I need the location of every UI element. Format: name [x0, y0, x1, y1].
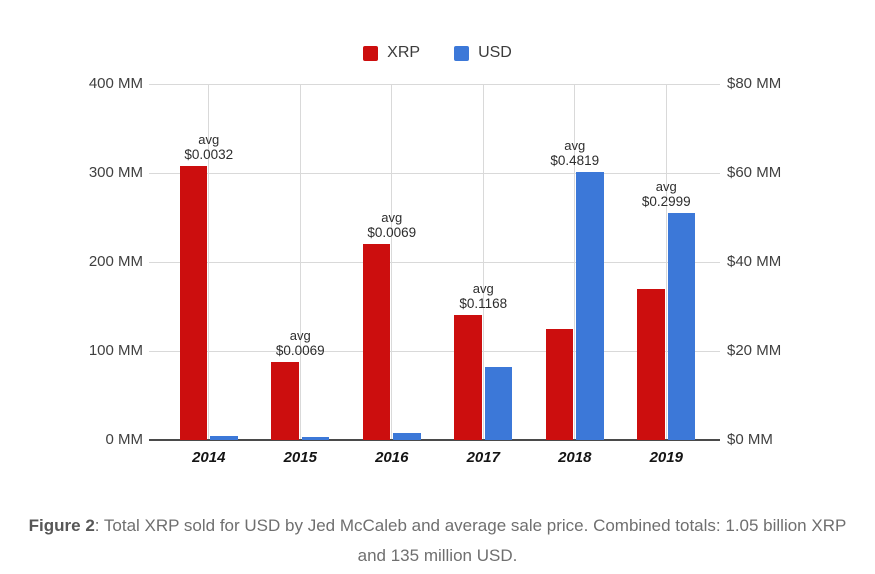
bar-usd-2018	[576, 172, 604, 440]
bar-usd-2019	[667, 213, 696, 440]
x-axis-baseline	[149, 439, 720, 441]
right-axis-tick-label: $20 MM	[727, 342, 782, 359]
left-axis-tick-label: 400 MM	[88, 75, 143, 92]
x-axis-label-2016: 2016	[375, 449, 409, 466]
gridline-horizontal	[149, 83, 720, 85]
annotation-value: $0.0069	[275, 342, 325, 358]
annotation-word: avg	[472, 281, 494, 297]
bar-usd-2015	[301, 437, 330, 440]
left-axis-tick-label: 200 MM	[88, 253, 143, 270]
gridline-horizontal	[149, 350, 720, 352]
x-axis-label-2014: 2014	[192, 449, 226, 466]
x-axis-label-2017: 2017	[466, 449, 500, 466]
legend-item-xrp: XRP	[363, 44, 420, 62]
avg-price-annotation-2018: avg $0.4819	[520, 138, 630, 168]
bar-xrp-2016	[362, 244, 391, 440]
annotation-value: $0.0032	[184, 146, 234, 162]
annotation-word: avg	[381, 210, 403, 226]
bar-xrp-2015	[271, 361, 299, 440]
usd-legend-swatch-icon	[454, 45, 470, 61]
left-axis-tick-label: 100 MM	[88, 342, 143, 359]
legend-label-xrp: XRP	[387, 44, 421, 61]
chart-legend: XRP USD	[0, 44, 875, 62]
right-axis-tick-label: $80 MM	[727, 75, 782, 92]
annotation-word: avg	[655, 179, 677, 195]
left-axis-tick-label: 0 MM	[105, 431, 144, 448]
annotation-value: $0.2999	[641, 194, 691, 210]
avg-price-annotation-2014: avg $0.0032	[154, 132, 264, 162]
gridline-horizontal	[149, 172, 720, 174]
gridline-horizontal	[149, 261, 720, 263]
annotation-value: $0.1168	[459, 296, 508, 312]
bar-usd-2016	[393, 433, 421, 440]
legend-item-usd: USD	[454, 44, 512, 62]
avg-price-annotation-2017: avg $0.1168	[428, 281, 538, 311]
bar-usd-2017	[484, 367, 513, 440]
figure-caption: Figure 2: Total XRP sold for USD by Jed …	[0, 511, 875, 571]
bar-usd-2014	[210, 435, 238, 440]
right-axis-tick-label: $0 MM	[727, 431, 773, 448]
avg-price-annotation-2015: avg $0.0069	[245, 328, 355, 358]
bar-xrp-2014	[179, 165, 208, 440]
right-axis-tick-label: $40 MM	[727, 253, 782, 270]
left-axis-tick-label: 300 MM	[88, 164, 143, 181]
annotation-value: $0.4819	[550, 153, 600, 169]
annotation-word: avg	[289, 327, 311, 343]
bar-xrp-2018	[545, 328, 574, 440]
annotation-value: $0.0069	[367, 225, 417, 241]
figure-caption-text-line1: : Total XRP sold for USD by Jed McCaleb …	[94, 516, 847, 535]
figure-caption-label: Figure 2	[28, 516, 95, 535]
annotation-word: avg	[564, 138, 586, 154]
right-axis-tick-label: $60 MM	[727, 164, 782, 181]
x-axis-label-2015: 2015	[283, 449, 317, 466]
avg-price-annotation-2016: avg $0.0069	[337, 210, 447, 240]
legend-label-usd: USD	[478, 44, 512, 61]
bar-xrp-2019	[637, 288, 665, 440]
xrp-legend-swatch-icon	[363, 45, 379, 61]
x-axis-label-2019: 2019	[649, 449, 683, 466]
x-axis-label-2018: 2018	[558, 449, 592, 466]
annotation-word: avg	[198, 131, 220, 147]
avg-price-annotation-2019: avg $0.2999	[611, 179, 721, 209]
figure-caption-text-line2: and 135 million USD.	[357, 546, 518, 565]
bar-xrp-2017	[454, 315, 482, 440]
